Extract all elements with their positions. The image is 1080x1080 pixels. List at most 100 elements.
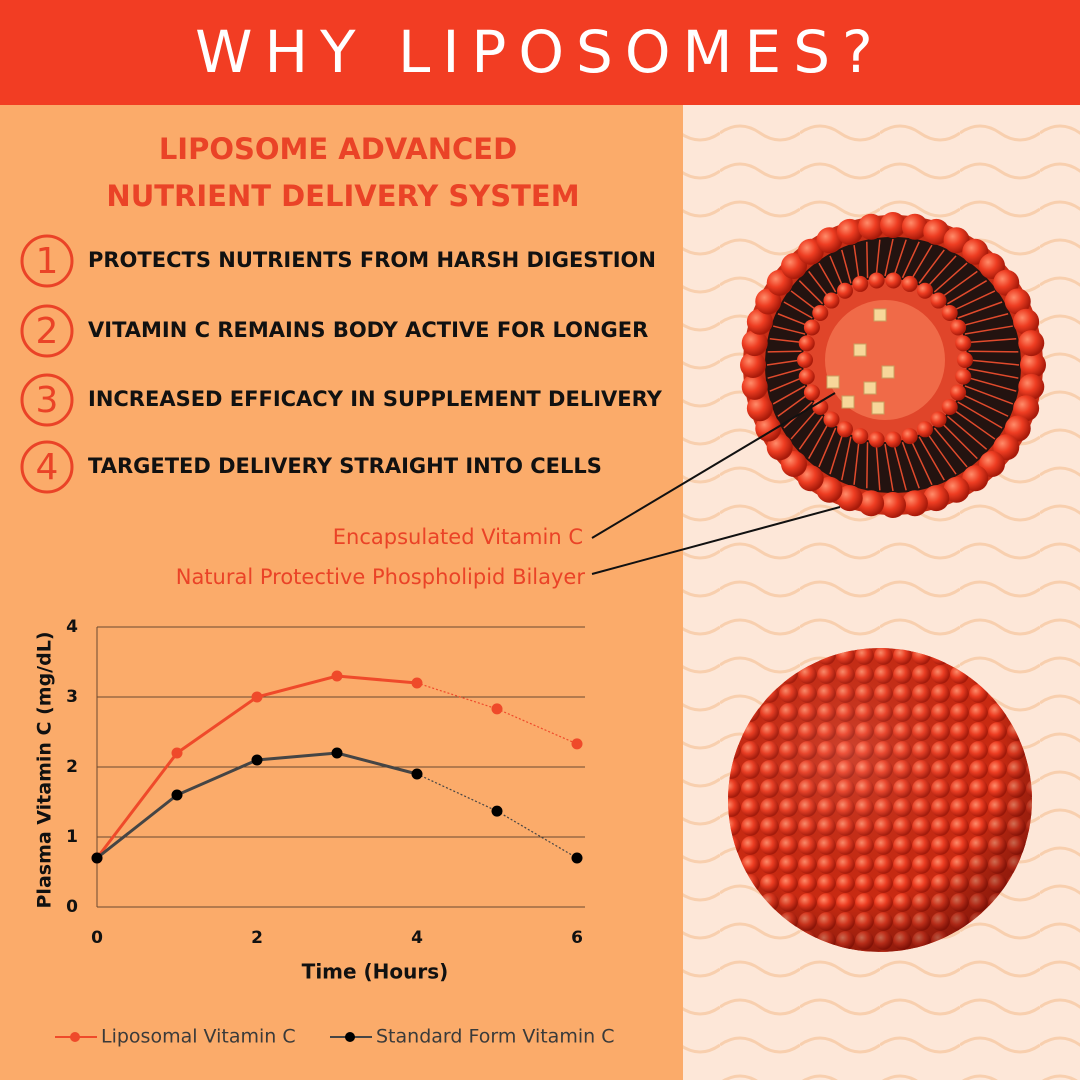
bead: [1020, 352, 1046, 378]
lipid-tail: [767, 350, 802, 353]
y-tick-label: 2: [66, 757, 78, 777]
callout: Encapsulated Vitamin C: [333, 525, 583, 549]
bead: [1013, 308, 1040, 335]
bead: [941, 399, 958, 416]
lipid-tail: [901, 241, 920, 279]
lipid-tail: [957, 401, 1003, 429]
bead: [930, 411, 947, 428]
vitamin-crystal: [826, 375, 840, 389]
bead: [901, 275, 918, 292]
legend-marker: [70, 1032, 80, 1042]
bead: [746, 395, 773, 422]
bead: [957, 352, 973, 368]
lipid-tail: [769, 376, 804, 392]
lipid-tail: [767, 368, 802, 379]
lipid-tail: [772, 325, 806, 335]
bead: [885, 431, 902, 448]
lipid-tail: [910, 244, 933, 281]
lipid-tail: [790, 290, 818, 312]
legend-marker: [345, 1032, 355, 1042]
bead: [803, 384, 820, 401]
x-tick-label: 2: [251, 928, 263, 948]
bead: [901, 213, 928, 240]
lipid-tail: [940, 270, 978, 299]
number-badge: [20, 234, 74, 288]
vitamin-crystal: [881, 365, 895, 379]
lipid-tail: [818, 262, 837, 293]
bead: [868, 272, 885, 289]
vitamin-crystal: [873, 308, 887, 322]
header-bar: [0, 0, 1080, 105]
lipid-tail: [946, 415, 988, 450]
feature-text: VITAMIN C REMAINS BODY ACTIVE FOR LONGER: [88, 318, 648, 342]
bead: [823, 411, 840, 428]
legend-label: Liposomal Vitamin C: [101, 1026, 296, 1048]
bead: [1004, 415, 1031, 442]
bead: [885, 272, 902, 289]
lipid-tail: [884, 238, 894, 277]
lipid-tail: [952, 290, 996, 312]
feature-text: INCREASED EFFICACY IN SUPPLEMENT DELIVER…: [88, 387, 663, 411]
bead: [941, 304, 958, 321]
data-point: [571, 738, 583, 750]
lipid-tail: [968, 359, 1020, 366]
bead: [852, 275, 869, 292]
x-tick-label: 4: [411, 928, 423, 948]
number-badge: [20, 373, 74, 427]
bead: [836, 485, 863, 512]
bead: [741, 330, 768, 357]
bead: [880, 212, 906, 238]
lipid-tail: [790, 408, 818, 440]
bead: [797, 238, 824, 265]
lipid-tail: [964, 385, 1014, 405]
lipid-tail: [818, 427, 837, 468]
data-point: [171, 789, 183, 801]
lipid-tail: [853, 439, 860, 485]
lipid-tail: [910, 439, 933, 486]
lipid-tail: [893, 443, 907, 491]
lipid-tail: [926, 432, 957, 475]
lipid-tail: [866, 442, 869, 489]
data-point: [171, 747, 183, 759]
x-tick-label: 0: [91, 928, 103, 948]
vitamin-crystal: [863, 381, 877, 395]
lipid-tail: [798, 280, 824, 305]
bead: [1018, 373, 1045, 400]
bead: [798, 368, 815, 385]
feature-text: PROTECTS NUTRIENTS FROM HARSH DIGESTION: [88, 248, 656, 272]
lipid-tail: [957, 301, 1003, 319]
bead: [837, 421, 853, 438]
liposome-cross-section: [740, 212, 1046, 518]
bead: [950, 319, 967, 336]
lipid-tail: [947, 280, 988, 305]
lipid-tail: [918, 436, 945, 481]
bead: [816, 227, 843, 254]
x-axis-title: Time (Hours): [302, 960, 449, 984]
bead: [923, 485, 950, 512]
leader-line: [591, 506, 841, 575]
lipid-tail: [933, 427, 968, 468]
data-point: [331, 747, 343, 759]
y-tick-label: 1: [66, 827, 78, 847]
lipid-tail: [964, 325, 1013, 335]
lipid-tail: [829, 432, 844, 475]
lipid-tail: [783, 301, 813, 319]
bead: [852, 428, 869, 445]
bead: [955, 335, 972, 352]
bead: [797, 352, 813, 368]
liposome-sphere: [728, 648, 1032, 952]
lipid-tail: [853, 245, 860, 281]
leader-line: [591, 392, 836, 539]
vitamin-crystal: [853, 343, 867, 357]
lipid-tail: [841, 436, 852, 481]
bead: [943, 227, 970, 254]
bead: [816, 476, 843, 503]
bead: [1004, 288, 1031, 315]
feature-number: 2: [36, 311, 59, 352]
feature-number: 4: [36, 447, 59, 488]
bead: [837, 282, 853, 299]
bead: [901, 428, 918, 445]
lipid-tail: [893, 239, 907, 277]
bead: [930, 292, 947, 309]
